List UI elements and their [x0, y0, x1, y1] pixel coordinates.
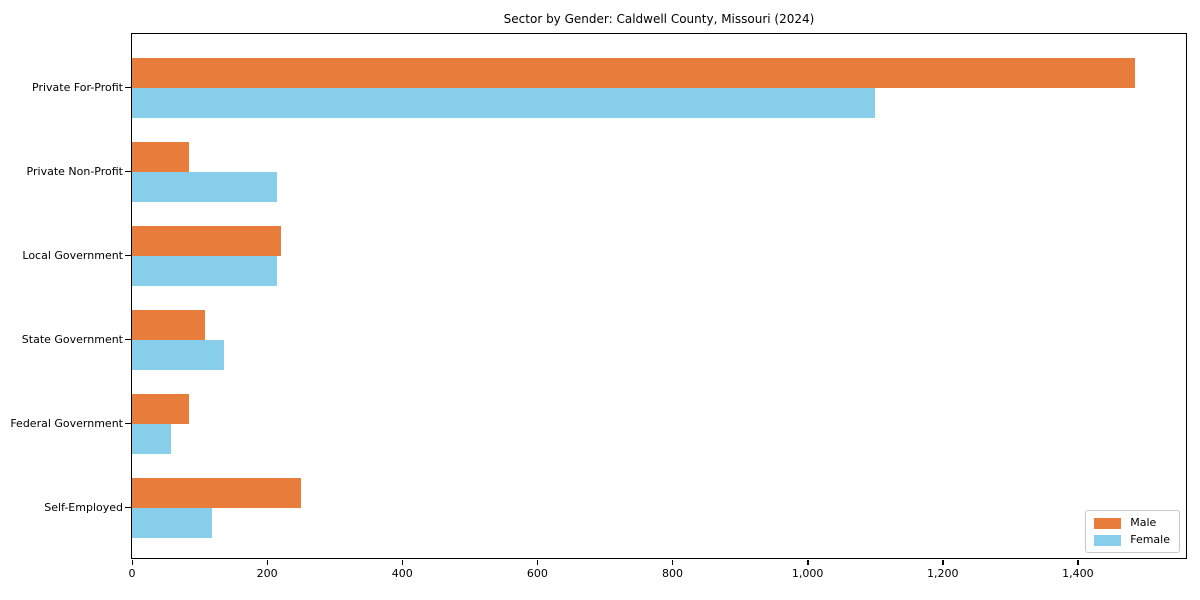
xtick-label: 0 [128, 567, 136, 580]
legend-item-male: Male [1094, 517, 1170, 529]
ytick-label: Private Non-Profit [26, 165, 123, 178]
legend-swatch-female [1094, 534, 1122, 546]
legend-label-male: Male [1130, 516, 1157, 529]
ytick-label: Private For-Profit [32, 81, 123, 94]
legend-label-female: Female [1130, 533, 1170, 546]
bar-female-0 [132, 88, 875, 118]
ytick-mark [125, 87, 131, 89]
ytick-mark [125, 423, 131, 425]
xtick-mark [942, 560, 944, 565]
legend-swatch-male [1094, 517, 1122, 529]
bar-male-2 [132, 226, 281, 256]
xtick-label: 400 [391, 567, 413, 580]
xtick-label: 800 [662, 567, 683, 580]
chart-title: Sector by Gender: Caldwell County, Misso… [503, 12, 815, 26]
bar-female-4 [132, 424, 171, 454]
bar-female-2 [132, 256, 277, 286]
bar-female-5 [132, 508, 212, 538]
ytick-mark [125, 339, 131, 341]
xtick-mark [807, 560, 809, 565]
ytick-label: Local Government [22, 249, 123, 262]
ytick-mark [125, 507, 131, 509]
ytick-label: Federal Government [10, 417, 123, 430]
ytick-mark [125, 255, 131, 257]
ytick-mark [125, 171, 131, 173]
bar-female-3 [132, 340, 224, 370]
xtick-mark [536, 560, 539, 565]
xtick-label: 1,400 [1062, 567, 1094, 580]
legend-item-female: Female [1094, 534, 1170, 546]
xtick-mark [266, 560, 269, 565]
xtick-label: 1,200 [927, 567, 959, 580]
bar-male-3 [132, 310, 205, 340]
bar-male-1 [132, 142, 189, 172]
xtick-mark [131, 560, 133, 565]
plot-area: Male Female Private For-Profit Private Non… [10, 33, 1187, 580]
legend: Male Female [1085, 510, 1180, 553]
xtick-mark [401, 560, 404, 565]
xtick-label: 200 [256, 567, 278, 580]
ytick-label: State Government [21, 333, 123, 346]
bar-female-1 [132, 172, 277, 202]
xtick-label: 1,000 [791, 567, 824, 580]
bar-male-4 [132, 394, 189, 424]
bar-male-0 [132, 58, 1135, 88]
xtick-mark [672, 560, 674, 565]
xtick-label: 600 [526, 567, 548, 580]
bar-male-5 [132, 478, 301, 508]
xtick-mark [1077, 560, 1079, 565]
ytick-label: Self-Employed [44, 501, 123, 514]
